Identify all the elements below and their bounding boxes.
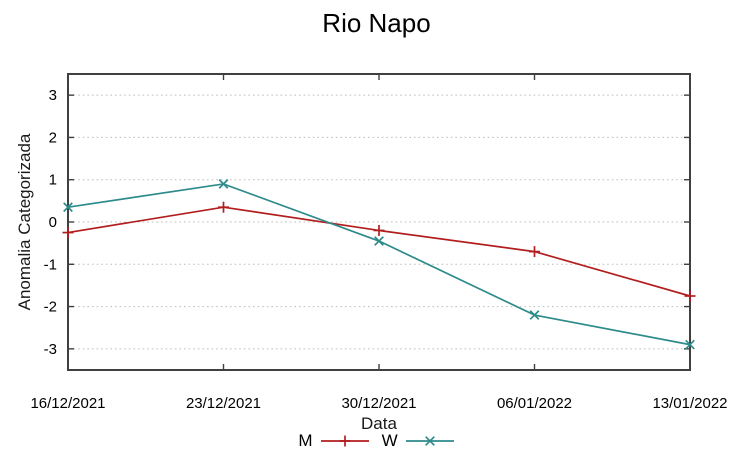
series-marker-w	[374, 236, 384, 246]
series-marker-w	[685, 339, 695, 350]
y-tick-label: -3	[44, 341, 57, 358]
legend-item-w: W	[382, 431, 455, 451]
series-line-m	[67, 206, 691, 297]
y-tick-label: 0	[49, 214, 57, 231]
x-tick-label: 13/01/2022	[652, 395, 727, 412]
x-tick-label: 23/12/2021	[186, 395, 261, 412]
legend-sample-w	[405, 436, 454, 446]
y-tick-label: -1	[44, 256, 57, 273]
y-tick-label: 3	[49, 87, 57, 104]
series-marker-w	[218, 179, 229, 189]
series-marker-w	[63, 202, 73, 213]
y-tick-label: 1	[49, 172, 57, 189]
x-tick-label: 16/12/2021	[30, 395, 105, 412]
legend-label-m: M	[298, 431, 313, 450]
plot-border	[67, 73, 691, 371]
legend-item-m: M	[298, 431, 369, 451]
y-tick-label: -2	[44, 299, 57, 316]
chart-title: Rio Napo	[322, 8, 431, 38]
x-tick-label: 30/12/2021	[341, 395, 416, 412]
x-axis-label: Data	[361, 414, 397, 433]
legend-sample-m	[320, 435, 369, 447]
y-tick-label: 2	[49, 129, 57, 146]
legend-sample-marker	[424, 436, 435, 446]
series-marker-w	[529, 310, 540, 320]
legend: M W	[0, 431, 753, 451]
x-tick-label: 06/01/2022	[497, 395, 572, 412]
legend-label-w: W	[381, 431, 398, 450]
